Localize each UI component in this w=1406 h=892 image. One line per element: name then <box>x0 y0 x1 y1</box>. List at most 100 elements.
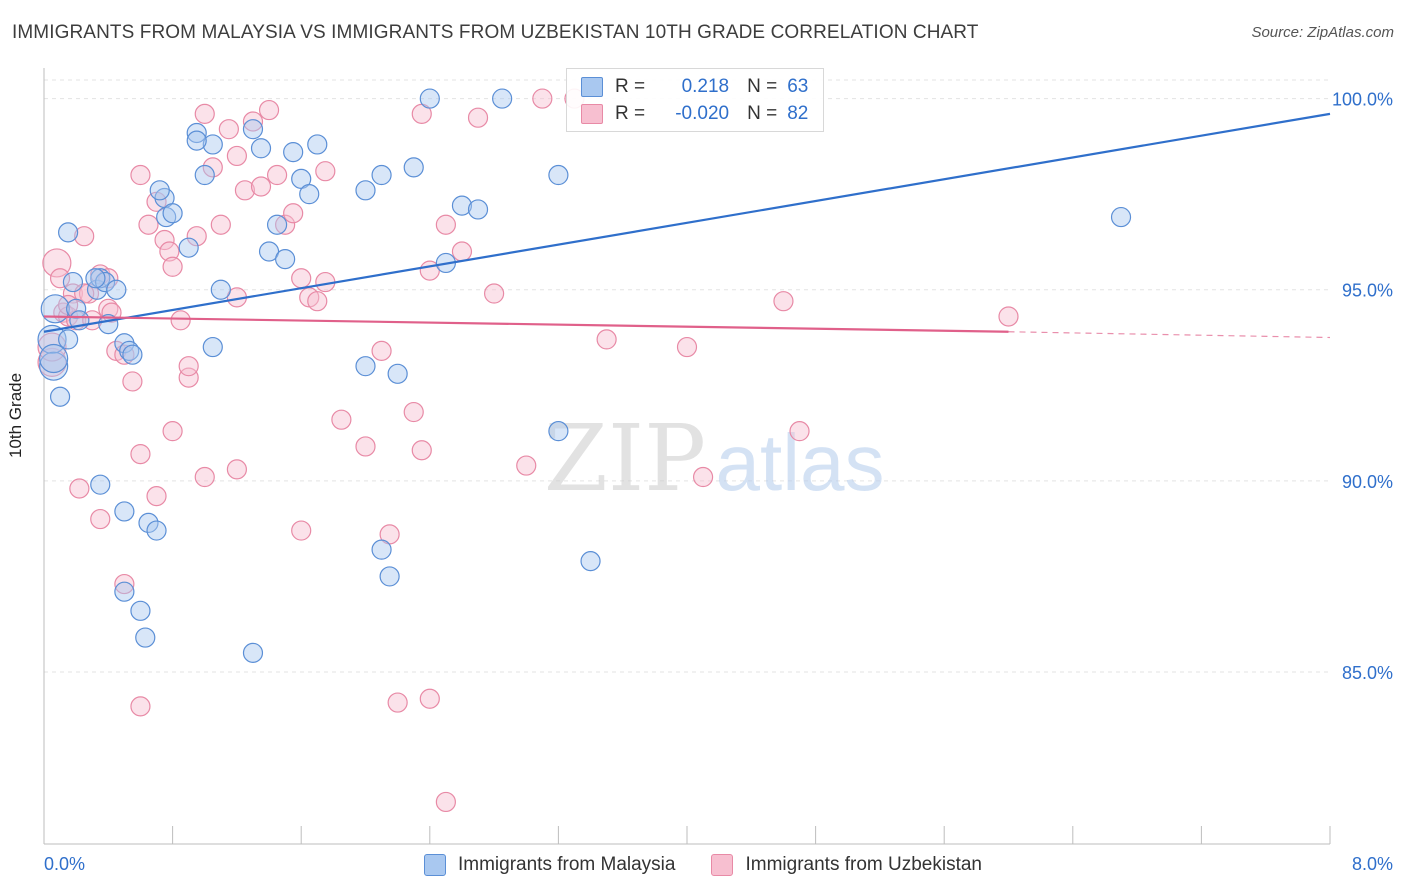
malaysia-point <box>138 512 159 533</box>
uzbekistan-point <box>516 455 537 476</box>
uzbekistan-point <box>331 409 352 430</box>
chart-title: IMMIGRANTS FROM MALAYSIA VS IMMIGRANTS F… <box>12 22 979 43</box>
malaysia-point <box>548 164 569 186</box>
uzbekistan-swatch <box>581 104 603 124</box>
uzbekistan-point <box>194 103 215 124</box>
uzbekistan-point <box>194 466 215 488</box>
malaysia-point <box>283 141 304 163</box>
uzbekistan-point <box>291 268 312 289</box>
watermark-zip: ZIP <box>544 405 706 512</box>
malaysia-point <box>114 581 135 602</box>
malaysia-point <box>242 119 264 140</box>
malaysia-point <box>266 214 288 235</box>
malaysia-point <box>58 329 79 350</box>
y-axis-label: 10th Grade <box>6 372 25 458</box>
uzbekistan-point <box>138 214 159 235</box>
malaysia-trend-line <box>43 112 1331 333</box>
uzbekistan-legend-swatch <box>711 854 734 876</box>
malaysia-point <box>162 203 183 224</box>
malaysia-point <box>39 343 69 374</box>
uzbekistan-point <box>242 111 264 132</box>
uzbekistan-point <box>291 520 312 541</box>
uzbekistan-point <box>170 310 191 331</box>
uzbekistan-point <box>998 306 1019 327</box>
uzbekistan-point <box>154 229 175 251</box>
n-label: N = <box>747 103 778 124</box>
uzbekistan-point <box>532 88 553 109</box>
grid-lines <box>44 79 1330 673</box>
malaysia-point <box>114 501 135 522</box>
source-label: Source: ZipAtlas.com <box>1251 24 1394 41</box>
malaysia-point <box>451 195 473 216</box>
trend-lines <box>43 112 1331 339</box>
r-label: R = <box>615 103 646 124</box>
r-value: -0.020 <box>675 103 730 124</box>
malaysia-point <box>355 180 376 201</box>
malaysia-point <box>186 122 207 144</box>
stats-legend: R = 0.218 N = 63 R = -0.020 N = 82 <box>566 68 824 132</box>
malaysia-point <box>580 551 601 572</box>
malaysia-point <box>49 386 71 407</box>
uzbekistan-point <box>49 268 71 289</box>
uzbekistan-point <box>202 157 223 178</box>
malaysia-point <box>355 356 376 377</box>
uzbekistan-point <box>159 241 180 262</box>
malaysia-point <box>178 237 199 258</box>
uzbekistan-point <box>596 329 617 350</box>
uzbekistan-point <box>162 421 183 442</box>
r-value: 0.218 <box>681 76 730 97</box>
legend-row-uzbekistan: R = -0.020 N = 82 <box>581 103 808 125</box>
n-value: 63 <box>787 76 809 97</box>
malaysia-point <box>130 600 151 621</box>
uzbekistan-point <box>307 291 328 312</box>
uzbekistan-point <box>419 688 440 709</box>
x-tick-labels: 0.0% 8.0% <box>44 854 1393 874</box>
x-tick-label: 8.0% <box>1352 854 1393 874</box>
malaysia-point <box>119 340 140 361</box>
malaysia-points <box>37 88 1132 663</box>
uzbekistan-point <box>258 99 280 121</box>
watermark-atlas: atlas <box>716 418 885 507</box>
malaysia-point <box>122 344 143 365</box>
malaysia-point <box>467 199 489 220</box>
malaysia-point <box>387 363 408 384</box>
malaysia-point <box>186 130 207 151</box>
malaysia-point <box>135 627 156 648</box>
uzbekistan-point <box>275 214 296 235</box>
y-tick-label: 85.0% <box>1342 663 1393 683</box>
uzbekistan-point <box>283 203 304 224</box>
uzbekistan-point <box>234 180 256 201</box>
malaysia-point <box>156 206 177 228</box>
uzbekistan-point <box>789 421 810 442</box>
uzbekistan-point <box>90 508 111 530</box>
malaysia-point <box>210 279 231 300</box>
malaysia-legend-swatch <box>423 854 446 876</box>
uzbekistan-point <box>484 283 505 304</box>
malaysia-point <box>307 134 328 155</box>
uzbekistan-point <box>692 466 714 488</box>
legend-label-malaysia: Immigrants from Malaysia <box>457 854 676 875</box>
uzbekistan-point <box>435 791 456 813</box>
uzbekistan-point <box>403 401 424 423</box>
malaysia-point <box>85 268 106 289</box>
malaysia-point <box>58 222 79 243</box>
uzbekistan-point <box>186 226 207 247</box>
n-value: 82 <box>787 103 809 124</box>
malaysia-point <box>242 642 264 663</box>
axes <box>43 68 1331 845</box>
legend-item-malaysia: Immigrants from Malaysia <box>423 852 676 878</box>
n-label: N = <box>747 76 778 97</box>
malaysia-point <box>39 351 69 381</box>
uzbekistan-point <box>676 336 698 358</box>
y-tick-label: 100.0% <box>1332 90 1393 110</box>
malaysia-point <box>202 336 223 358</box>
malaysia-point <box>194 164 215 186</box>
uzbekistan-point <box>250 176 272 197</box>
malaysia-point <box>62 271 84 293</box>
malaysia-point <box>106 279 127 300</box>
uzbekistan-point <box>210 214 231 235</box>
uzbekistan-point <box>435 214 456 235</box>
uzbekistan-point <box>62 283 84 304</box>
y-tick-label: 90.0% <box>1342 472 1393 492</box>
